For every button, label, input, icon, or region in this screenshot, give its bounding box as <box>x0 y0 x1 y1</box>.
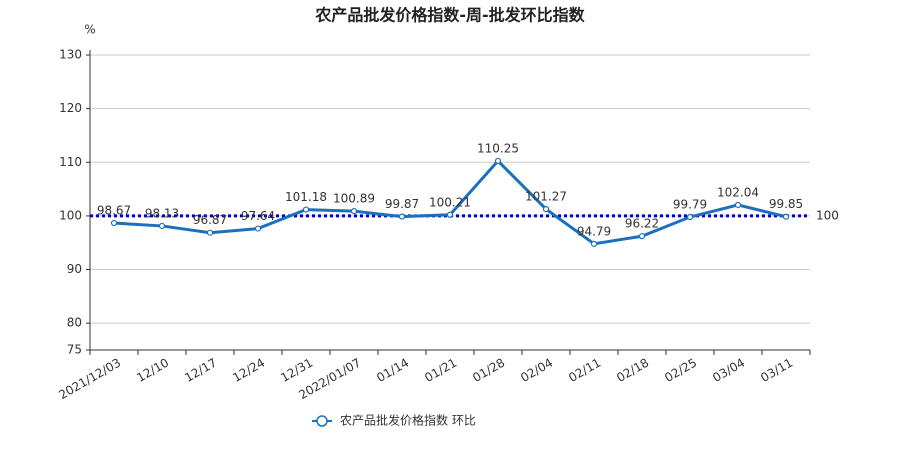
y-tick-label: 110 <box>59 155 82 169</box>
value-label: 100.89 <box>333 192 375 206</box>
value-label: 99.85 <box>769 197 803 211</box>
point <box>734 201 742 209</box>
value-label: 98.67 <box>97 204 131 218</box>
point <box>110 219 118 227</box>
point <box>446 211 454 218</box>
y-tick-label: 130 <box>59 48 82 62</box>
chart-title: 农产品批发价格指数-周-批发环比指数 <box>314 6 585 25</box>
x-tick-label: 12/24 <box>230 356 267 385</box>
x-tick-label: 02/18 <box>614 356 651 385</box>
y-tick-label: 80 <box>67 316 82 330</box>
value-label: 96.87 <box>193 213 227 227</box>
y-tick-label: 100 <box>59 208 82 222</box>
legend-label: 农产品批发价格指数 环比 <box>340 413 476 428</box>
x-tick-label: 01/28 <box>470 356 507 385</box>
value-label: 97.64 <box>241 209 275 223</box>
y-tick-label: 120 <box>59 101 82 115</box>
reference-label: 100 <box>816 208 839 222</box>
y-tick-label: 75 <box>67 343 82 357</box>
point <box>206 229 214 236</box>
value-label: 110.25 <box>477 141 519 155</box>
value-label: 101.18 <box>285 190 327 204</box>
value-label: 102.04 <box>717 185 759 199</box>
value-label: 100.21 <box>429 195 471 209</box>
x-tick-label: 01/14 <box>374 356 411 385</box>
point <box>398 213 406 220</box>
x-tick-label: 12/17 <box>182 356 219 385</box>
value-label: 101.27 <box>525 190 567 204</box>
point <box>782 213 790 220</box>
x-tick-label: 02/25 <box>662 356 699 385</box>
value-label: 96.22 <box>625 217 659 231</box>
x-tick-label: 2021/12/03 <box>56 356 123 403</box>
legend-marker <box>316 415 328 427</box>
x-tick-label: 12/31 <box>278 356 315 385</box>
value-label: 98.13 <box>145 206 179 220</box>
x-tick-label: 02/11 <box>566 356 603 385</box>
x-tick-label: 03/11 <box>758 356 795 385</box>
y-axis-unit: % <box>84 23 95 37</box>
value-label: 94.79 <box>577 224 611 238</box>
x-tick-label: 12/10 <box>134 356 171 385</box>
point <box>638 233 646 240</box>
point <box>350 208 358 215</box>
point <box>158 222 166 230</box>
point <box>590 240 598 247</box>
point <box>494 157 502 165</box>
legend: 农产品批发价格指数 环比 <box>312 413 476 428</box>
x-tick-label: 03/04 <box>710 356 747 385</box>
value-label: 99.79 <box>673 198 707 212</box>
x-tick-label: 01/21 <box>422 356 459 385</box>
y-tick-label: 90 <box>67 262 82 276</box>
point <box>686 213 694 221</box>
point <box>254 225 262 232</box>
x-tick-label: 02/04 <box>518 356 555 385</box>
point <box>302 206 310 213</box>
point <box>542 205 550 213</box>
value-label: 99.87 <box>385 197 419 211</box>
